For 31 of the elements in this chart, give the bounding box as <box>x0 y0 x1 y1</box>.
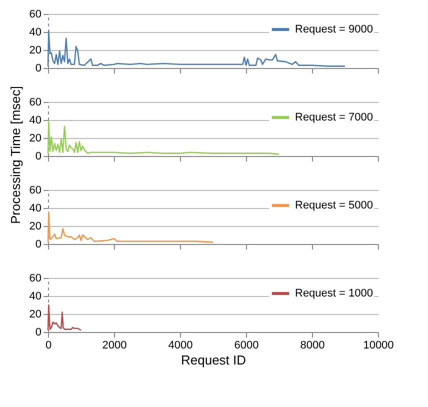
x-tick-label: 8000 <box>300 340 325 352</box>
y-tick-label: 0 <box>35 326 42 338</box>
y-tick-label: 60 <box>29 8 42 20</box>
x-tick-label: 0 <box>45 340 52 352</box>
legend-label: Request = 7000 <box>295 112 373 124</box>
x-tick-label: 10000 <box>363 340 394 352</box>
y-tick-label: 60 <box>29 96 42 108</box>
y-tick-label: 20 <box>29 308 42 320</box>
y-tick-label: 40 <box>29 290 42 302</box>
legend-label: Request = 5000 <box>295 200 373 212</box>
y-tick-label: 0 <box>35 150 42 162</box>
y-tick-label: 20 <box>29 220 42 232</box>
y-tick-label: 40 <box>29 114 42 126</box>
line-series <box>47 212 214 243</box>
x-tick-label: 6000 <box>234 340 259 352</box>
y-tick-label: 40 <box>29 202 42 214</box>
y-tick-label: 20 <box>29 44 42 56</box>
y-tick-label: 60 <box>29 184 42 196</box>
x-axis-title: Request ID <box>180 352 246 368</box>
legend-label: Request = 1000 <box>295 288 373 300</box>
x-tick-label: 4000 <box>168 340 193 352</box>
y-tick-label: 60 <box>29 272 42 284</box>
y-tick-label: 0 <box>35 238 42 250</box>
y-tick-label: 20 <box>29 132 42 144</box>
y-tick-label: 0 <box>35 62 42 74</box>
legend-label: Request = 9000 <box>295 24 373 36</box>
x-tick-label: 2000 <box>102 340 127 352</box>
y-axis-title: Processing Time [msec] <box>8 86 23 224</box>
y-tick-label: 40 <box>29 26 42 38</box>
line-series <box>47 121 280 155</box>
line-series <box>47 304 82 331</box>
